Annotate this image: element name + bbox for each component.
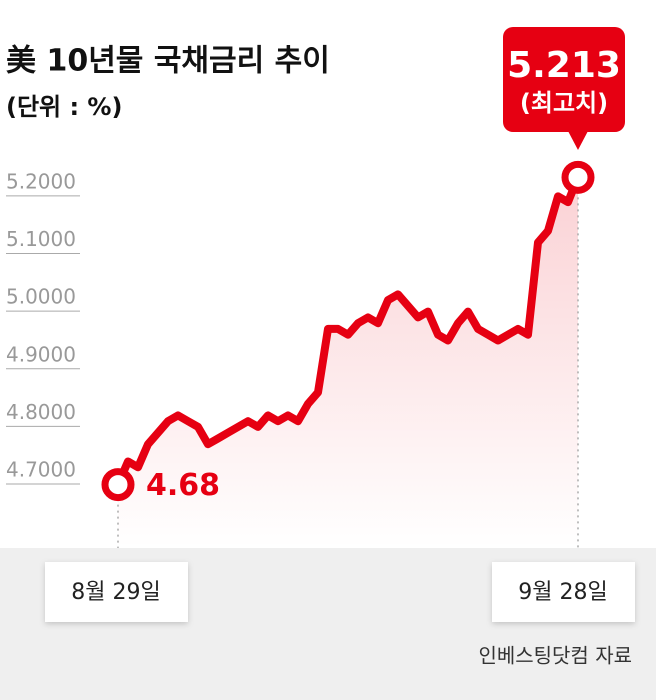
chart-subtitle: (단위 : %)	[6, 93, 122, 121]
peak-label: (최고치)	[520, 89, 608, 117]
callout-pointer	[568, 131, 588, 150]
source: 인베스팅닷컴 자료	[478, 644, 632, 668]
line	[114, 173, 582, 489]
y-tick-label: 4.8000	[6, 400, 76, 424]
area	[118, 177, 578, 549]
y-tick-label: 4.7000	[6, 458, 76, 482]
y-tick-label: 5.0000	[6, 285, 76, 309]
y-tick-label: 5.2000	[6, 169, 76, 193]
start-label: 4.68	[146, 468, 220, 503]
end-point	[561, 160, 595, 194]
peak-value: 5.213	[507, 45, 621, 86]
y-tick-label: 4.9000	[6, 342, 76, 366]
x-tick-label: 8월 29일	[71, 580, 160, 605]
x-tick-label: 9월 28일	[518, 580, 607, 605]
chart-title: 美 10년물 국채금리 추이	[6, 44, 330, 79]
x-label-box	[45, 562, 188, 622]
end-point	[101, 468, 135, 502]
x-label-box	[492, 562, 635, 622]
peak-callout	[503, 27, 625, 132]
y-tick-label: 5.1000	[6, 227, 76, 251]
